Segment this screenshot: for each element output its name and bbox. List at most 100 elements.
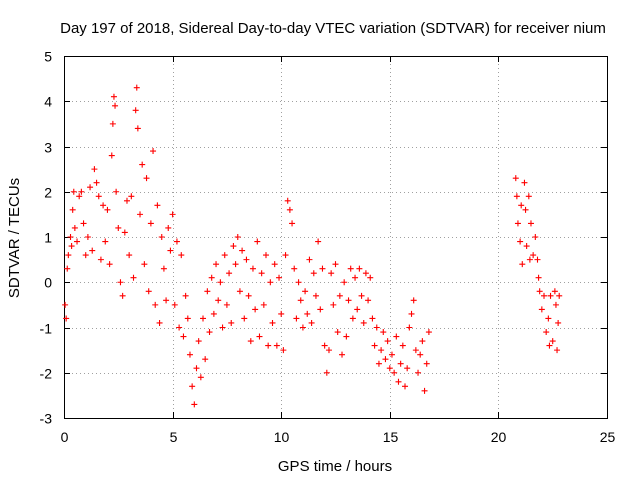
data-point: [312, 292, 319, 299]
data-point: [367, 274, 374, 281]
data-point: [239, 247, 246, 254]
data-point: [133, 84, 140, 91]
grid-lines: [64, 56, 607, 418]
y-tick-label: 5: [44, 49, 52, 65]
data-point: [123, 197, 130, 204]
data-point: [147, 220, 154, 227]
data-point: [245, 292, 252, 299]
data-point: [382, 356, 389, 363]
data-point: [130, 274, 137, 281]
data-point: [421, 387, 428, 394]
data-point: [514, 220, 521, 227]
data-point: [228, 319, 235, 326]
data-point: [89, 247, 96, 254]
data-point: [106, 261, 113, 268]
data-point: [289, 220, 296, 227]
data-point: [369, 315, 376, 322]
y-tick-label: 2: [44, 185, 52, 201]
data-point: [336, 292, 343, 299]
data-point: [310, 270, 317, 277]
data-point: [254, 238, 261, 245]
data-point: [154, 202, 161, 209]
data-point: [182, 292, 189, 299]
data-point: [513, 193, 520, 200]
data-point: [176, 324, 183, 331]
data-point: [167, 247, 174, 254]
data-point: [378, 347, 385, 354]
data-point: [384, 338, 391, 345]
data-point: [67, 234, 74, 240]
data-point: [412, 347, 419, 354]
data-point: [295, 279, 302, 286]
data-point: [139, 161, 146, 168]
data-point: [527, 220, 534, 227]
data-point: [415, 369, 422, 376]
data-point: [173, 238, 180, 245]
data-point: [256, 333, 263, 340]
data-point: [517, 238, 524, 245]
data-point: [132, 107, 139, 114]
data-point: [541, 292, 548, 299]
data-point: [408, 310, 415, 317]
data-point: [193, 365, 200, 372]
data-point: [393, 333, 400, 340]
data-point: [102, 238, 109, 245]
data-point: [137, 211, 144, 218]
data-point: [210, 310, 217, 317]
chart-title: Day 197 of 2018, Sidereal Day-to-day VTE…: [60, 20, 606, 37]
data-point: [402, 383, 409, 390]
data-point: [554, 347, 561, 354]
data-point: [63, 315, 70, 322]
data-point: [386, 365, 393, 372]
y-tick-label: 0: [44, 275, 52, 291]
data-point: [78, 188, 85, 195]
data-point: [160, 265, 167, 272]
data-point: [345, 297, 352, 304]
data-point: [104, 206, 111, 213]
data-point: [184, 315, 191, 322]
data-point: [189, 383, 196, 390]
data-point: [549, 338, 556, 345]
data-point: [234, 234, 241, 240]
data-point: [108, 152, 115, 159]
data-point: [258, 270, 265, 277]
y-tick-label: 1: [44, 230, 52, 246]
data-point: [249, 265, 256, 272]
data-point: [555, 319, 562, 326]
y-tick-label: 3: [44, 140, 52, 156]
data-point: [523, 243, 530, 250]
data-point: [519, 261, 526, 268]
data-marks: [62, 84, 563, 408]
data-point: [202, 356, 209, 363]
data-point: [375, 360, 382, 367]
data-point: [417, 351, 424, 358]
data-point: [158, 234, 165, 240]
data-point: [68, 243, 75, 250]
data-point: [97, 256, 104, 263]
data-point: [262, 252, 269, 259]
data-point: [269, 319, 276, 326]
data-point: [543, 329, 550, 336]
data-point: [230, 243, 237, 250]
data-point: [271, 261, 278, 268]
data-point: [115, 224, 122, 231]
data-point: [354, 306, 361, 313]
data-point: [121, 229, 128, 236]
data-point: [112, 102, 119, 109]
data-point: [397, 360, 404, 367]
data-point: [65, 252, 72, 259]
data-point: [62, 301, 69, 308]
data-point: [93, 179, 100, 186]
data-point: [126, 252, 133, 259]
data-point: [328, 270, 335, 277]
data-point: [195, 338, 202, 345]
data-point: [117, 279, 124, 286]
data-point: [150, 148, 157, 155]
data-point: [308, 319, 315, 326]
data-point: [178, 252, 185, 259]
data-point: [545, 315, 552, 322]
data-point: [551, 288, 558, 295]
data-point: [180, 333, 187, 340]
data-point: [395, 378, 402, 385]
